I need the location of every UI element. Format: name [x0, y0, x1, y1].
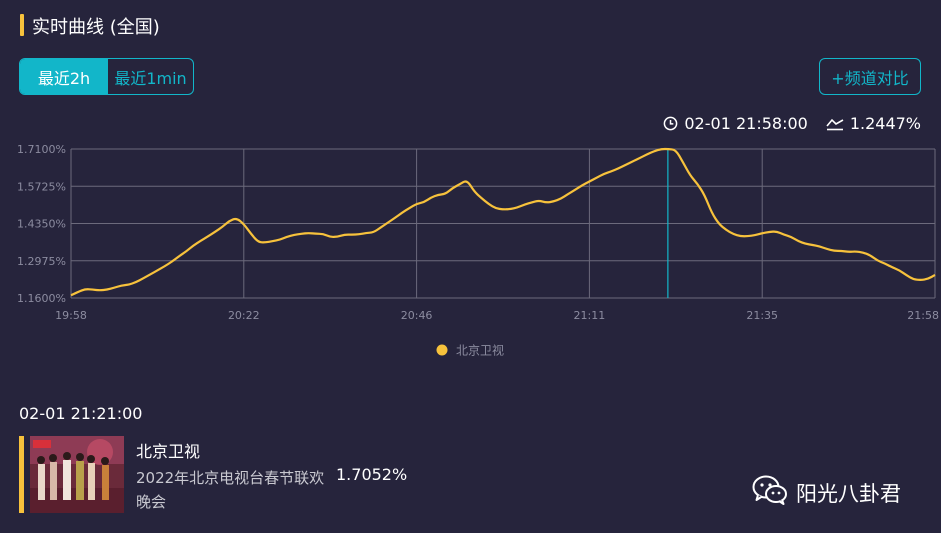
cursor-info: 02-01 21:58:00 1.2447% — [663, 114, 921, 133]
x-tick-label: 21:58 — [907, 309, 939, 322]
page-title: 实时曲线 (全国) — [32, 17, 160, 38]
detail-program: 2022年北京电视台春节联欢晚会 — [136, 469, 325, 511]
x-tick-label: 21:35 — [746, 309, 778, 322]
chart-legend[interactable]: 北京卫视 — [436, 343, 505, 358]
legend-marker — [436, 344, 448, 356]
y-tick-label: 1.4350% — [17, 218, 66, 231]
x-tick-label: 19:58 — [55, 309, 87, 322]
series-line-beijing-tv — [70, 147, 936, 297]
watermark-text: 阳光八卦君 — [796, 481, 901, 506]
detail-channel: 北京卫视 — [136, 442, 201, 461]
cursor-value: 1.2447% — [849, 114, 921, 133]
cursor-time: 02-01 21:58:00 — [684, 114, 808, 133]
clock-icon — [663, 116, 678, 131]
title-accent-bar — [20, 14, 24, 36]
y-tick-label: 1.2975% — [17, 255, 66, 268]
y-tick-label: 1.5725% — [17, 180, 66, 193]
detail-rating: 1.7052% — [336, 465, 408, 484]
watermark: 阳光八卦君 — [752, 475, 901, 510]
detail-time: 02-01 21:21:00 — [19, 404, 143, 423]
rating-line-chart[interactable]: 1.7100% 1.5725% 1.4350% 1.2975% 1.1600% 19:5… — [0, 0, 941, 370]
y-tick-label: 1.7100% — [17, 143, 66, 156]
x-tick-label: 20:22 — [228, 309, 260, 322]
tab-last-1min[interactable]: 最近1min — [114, 68, 187, 88]
tab-last-2h[interactable]: 最近2h — [20, 59, 108, 94]
legend-label: 北京卫视 — [456, 343, 504, 358]
wechat-icon — [752, 475, 788, 510]
x-tick-label: 20:46 — [401, 309, 433, 322]
channel-compare-button[interactable]: +频道对比 — [819, 58, 921, 95]
card-accent-bar — [19, 436, 24, 513]
x-tick-label: 21:11 — [574, 309, 606, 322]
program-thumbnail[interactable] — [30, 436, 124, 513]
range-tab-group: 最近2h 最近1min — [19, 58, 194, 95]
trend-icon — [826, 117, 844, 131]
y-tick-label: 1.1600% — [17, 292, 66, 305]
